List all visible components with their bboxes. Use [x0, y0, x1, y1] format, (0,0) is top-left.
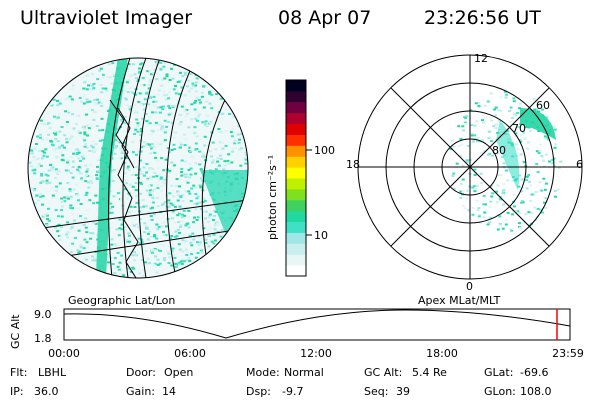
geographic-image: [27, 57, 249, 279]
status-door-value: Open: [164, 366, 193, 379]
colorbar-cell: [286, 167, 306, 179]
colorbar-cell: [286, 243, 306, 255]
date-label: 08 Apr 07: [278, 7, 371, 29]
status-mode-key: Mode:: [246, 366, 280, 379]
magnetic-polar-plot: 12 18 6 0 60 70 80: [346, 52, 583, 293]
mlt-label-18: 18: [346, 158, 360, 171]
status-flt-value: LBHL: [38, 366, 67, 379]
status-glon-value: 108.0: [520, 385, 552, 398]
status-ip-value: 36.0: [34, 385, 59, 398]
colorbar-cell: [286, 232, 306, 244]
colorbar-cell: [286, 199, 306, 212]
status-dsp-key: Dsp:: [246, 385, 271, 398]
altitude-curve: [63, 309, 571, 339]
status-seq-key: Seq:: [364, 385, 388, 398]
colorbar-cell: [286, 254, 306, 266]
status-glat-key: GLat:: [484, 366, 513, 379]
status-gain-value: 14: [162, 385, 176, 398]
colorbar-cell: [286, 134, 306, 146]
mlt-label-6: 6: [576, 158, 583, 171]
colorbar-cell: [286, 210, 306, 223]
colorbar-tick-10: 10: [314, 229, 328, 242]
time-tick-0000: 00:00: [48, 347, 80, 360]
status-glat-value: -69.6: [520, 366, 548, 379]
status-panel: Flt: LBHL Door: Open Mode: Normal GC Alt…: [10, 366, 552, 398]
mlat-label-60: 60: [536, 99, 550, 112]
colorbar-cell: [286, 101, 306, 114]
left-panel-label: Geographic Lat/Lon: [68, 294, 175, 307]
colorbar-cell: [286, 123, 306, 135]
altitude-tick-high: 9.0: [34, 308, 52, 321]
status-gcalt-key: GC Alt:: [364, 366, 402, 379]
status-door-key: Door:: [126, 366, 156, 379]
colorbar-cell: [286, 80, 306, 92]
status-flt-key: Flt:: [10, 366, 27, 379]
mlt-label-0: 0: [466, 280, 473, 293]
colorbar-unit-label: photon cm⁻²s⁻¹: [266, 155, 279, 240]
colorbar-cell: [286, 265, 306, 277]
status-dsp-value: -9.7: [282, 385, 303, 398]
instrument-title: Ultraviolet Imager: [20, 7, 192, 29]
colorbar-cell: [286, 90, 306, 103]
time-tick-2359: 23:59: [552, 347, 584, 360]
right-panel-label: Apex MLat/MLT: [418, 294, 501, 307]
altitude-axis-label: GC Alt: [9, 314, 22, 349]
colorbar-tick-100: 100: [314, 144, 335, 157]
time-label: 23:26:56 UT: [424, 7, 541, 29]
colorbar: 100 10 photon cm⁻²s⁻¹: [266, 79, 335, 277]
time-tick-1800: 18:00: [426, 347, 458, 360]
status-gain-key: Gain:: [126, 385, 155, 398]
time-tick-0600: 06:00: [174, 347, 206, 360]
status-seq-value: 39: [396, 385, 410, 398]
altitude-plot: GC Alt 9.0 1.8 00:00 06:00 12:00 18:00 2…: [9, 308, 584, 360]
colorbar-cell: [286, 188, 306, 201]
colorbar-cell: [286, 112, 306, 125]
colorbar-cell: [286, 221, 306, 233]
status-glon-key: GLon:: [484, 385, 516, 398]
status-gcalt-value: 5.4 Re: [412, 366, 447, 379]
time-tick-1200: 12:00: [300, 347, 332, 360]
polar-grid: [357, 54, 583, 280]
mlt-label-12: 12: [474, 52, 488, 65]
status-mode-value: Normal: [284, 366, 324, 379]
colorbar-cell: [286, 145, 306, 157]
mlat-label-70: 70: [512, 122, 526, 135]
colorbar-cell: [286, 156, 306, 168]
altitude-tick-low: 1.8: [34, 332, 52, 345]
geographic-grid: [28, 58, 248, 278]
mlat-label-80: 80: [492, 144, 506, 157]
status-ip-key: IP:: [10, 385, 24, 398]
colorbar-cell: [286, 178, 306, 190]
